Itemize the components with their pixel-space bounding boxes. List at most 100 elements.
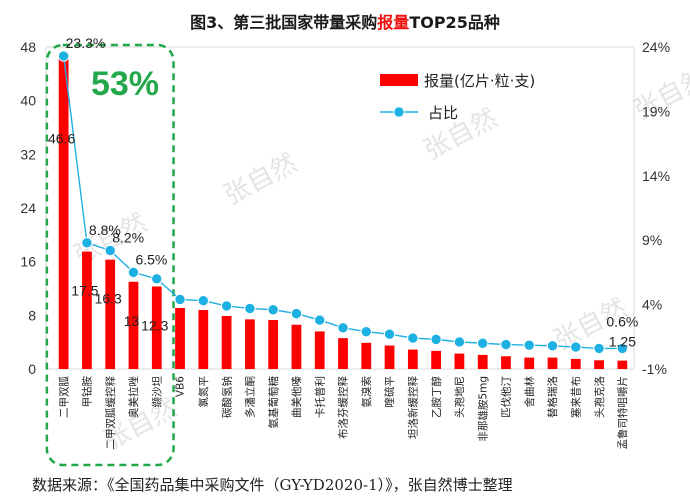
share-point <box>267 304 279 316</box>
category-label: 多潘立酮 <box>244 376 257 418</box>
bar <box>477 354 488 369</box>
bar <box>407 349 418 369</box>
bar <box>128 281 139 369</box>
highlight-dashed-box <box>45 43 175 467</box>
bar-value-label: 46.6 <box>48 130 75 146</box>
category-label: 头孢地尼 <box>453 376 466 418</box>
bar <box>151 286 162 369</box>
share-point <box>244 302 256 315</box>
bar-series <box>58 56 628 370</box>
y-left-tick: 24 <box>20 200 36 216</box>
bar <box>58 56 69 370</box>
share-value-label: 8.2% <box>112 230 144 246</box>
line-series <box>57 50 629 355</box>
legend: 报量(亿片·粒·支) 占比 <box>380 72 535 122</box>
bar <box>617 360 628 369</box>
category-label: 孟鲁司特咀嚼片 <box>616 376 629 450</box>
bar <box>198 309 209 369</box>
y-left-tick: 8 <box>28 307 36 323</box>
share-point <box>151 273 163 285</box>
share-point <box>104 244 116 257</box>
share-point <box>314 314 326 326</box>
y-left-tick: 48 <box>20 39 36 55</box>
category-label: 二甲双胍缓控释 <box>104 376 117 450</box>
share-point <box>546 340 559 352</box>
category-label: 非那雄胺5mg <box>476 376 489 442</box>
category-label: 头孢克洛 <box>593 376 606 418</box>
category-label: 布洛芬缓控释 <box>337 376 350 439</box>
share-value-label: 23.3% <box>66 35 106 51</box>
bar-value-label: 1.25 <box>609 334 636 350</box>
bar <box>570 358 581 369</box>
bar <box>244 319 255 369</box>
share-point <box>616 342 629 355</box>
legend-line-marker <box>393 106 405 118</box>
bar <box>82 251 92 369</box>
bar <box>594 360 604 369</box>
share-point <box>500 338 512 351</box>
share-point <box>476 337 489 349</box>
share-point <box>570 341 582 353</box>
category-label: 二甲双胍 <box>57 376 70 418</box>
category-label: 曲美他嗪 <box>290 376 303 418</box>
category-label: 甲钴胺 <box>81 376 94 408</box>
y-right-tick: -1% <box>642 361 667 377</box>
y-axis-right: -1% 4% 9% 14% 19% 24% <box>642 39 670 377</box>
category-label: 奥美拉唑 <box>127 376 140 418</box>
share-point <box>593 342 605 355</box>
bar-value-label: 16.3 <box>95 291 122 307</box>
bar <box>314 331 325 369</box>
y-right-tick: 9% <box>642 232 662 248</box>
share-point <box>220 300 233 312</box>
category-label: 缬沙坦 <box>150 376 163 408</box>
x-axis-categories: 二甲双胍 甲钴胺 二甲双胍缓控释 奥美拉唑 缬沙坦 VB6 氯氮平 碳酸氢钠 多潘立酮 氨基葡萄糖… <box>57 376 629 450</box>
category-label: 碳酸氢钠 <box>220 376 233 418</box>
source-note: 数据来源：《全国药品集中采购文件（GY-YD2020-1）》，张自然博士整理 <box>32 476 513 494</box>
share-point <box>174 293 186 306</box>
category-label: 替格瑞洛 <box>546 376 559 418</box>
share-point <box>360 325 372 338</box>
watermark: 张自然 <box>219 148 302 211</box>
highlight-box: 53% <box>45 43 175 467</box>
bar <box>384 345 395 369</box>
bar <box>501 356 511 369</box>
y-axis-left: 0 8 16 24 32 40 48 <box>20 39 36 377</box>
category-label: 塞来昔布 <box>569 376 582 418</box>
bar <box>524 357 535 369</box>
share-value-label: 6.5% <box>135 251 167 267</box>
share-point <box>407 332 419 344</box>
highlight-percent: 53% <box>91 65 159 103</box>
share-point <box>290 307 303 320</box>
bar <box>105 259 116 369</box>
legend-bar-label: 报量(亿片·粒·支) <box>424 72 535 90</box>
category-label: 氨基葡萄糖 <box>267 376 280 429</box>
share-point <box>453 336 466 348</box>
bar <box>221 316 232 369</box>
bar <box>361 342 372 369</box>
category-label: 坦洛新缓控释 <box>407 376 420 439</box>
share-point <box>337 322 349 334</box>
category-label: 氨溴索 <box>360 376 373 408</box>
category-label: 卡托普利 <box>313 376 326 418</box>
category-label: 乙胺丁醇 <box>430 376 443 418</box>
share-point <box>383 328 396 340</box>
share-point <box>523 339 535 351</box>
category-label: VB6 <box>175 376 187 397</box>
share-point <box>430 333 442 346</box>
share-point <box>197 295 210 307</box>
bar <box>338 338 348 369</box>
bar-value-label: 17.5 <box>71 283 98 299</box>
y-right-tick: 14% <box>642 168 670 184</box>
bar-value-label: 12.3 <box>141 317 168 333</box>
y-left-tick: 0 <box>28 361 36 377</box>
bar <box>547 357 558 369</box>
y-left-tick: 32 <box>20 146 36 162</box>
y-left-tick: 40 <box>20 93 36 109</box>
share-value-label: 8.8% <box>89 222 121 238</box>
category-label: 氯氮平 <box>197 376 210 408</box>
bar <box>431 350 442 369</box>
data-labels: 46.6 17.516.313 12.3 1.25 23.3% 8.8%8.2% 6.5% 0… <box>48 35 638 350</box>
y-left-tick: 16 <box>20 254 36 270</box>
share-point <box>81 237 93 249</box>
